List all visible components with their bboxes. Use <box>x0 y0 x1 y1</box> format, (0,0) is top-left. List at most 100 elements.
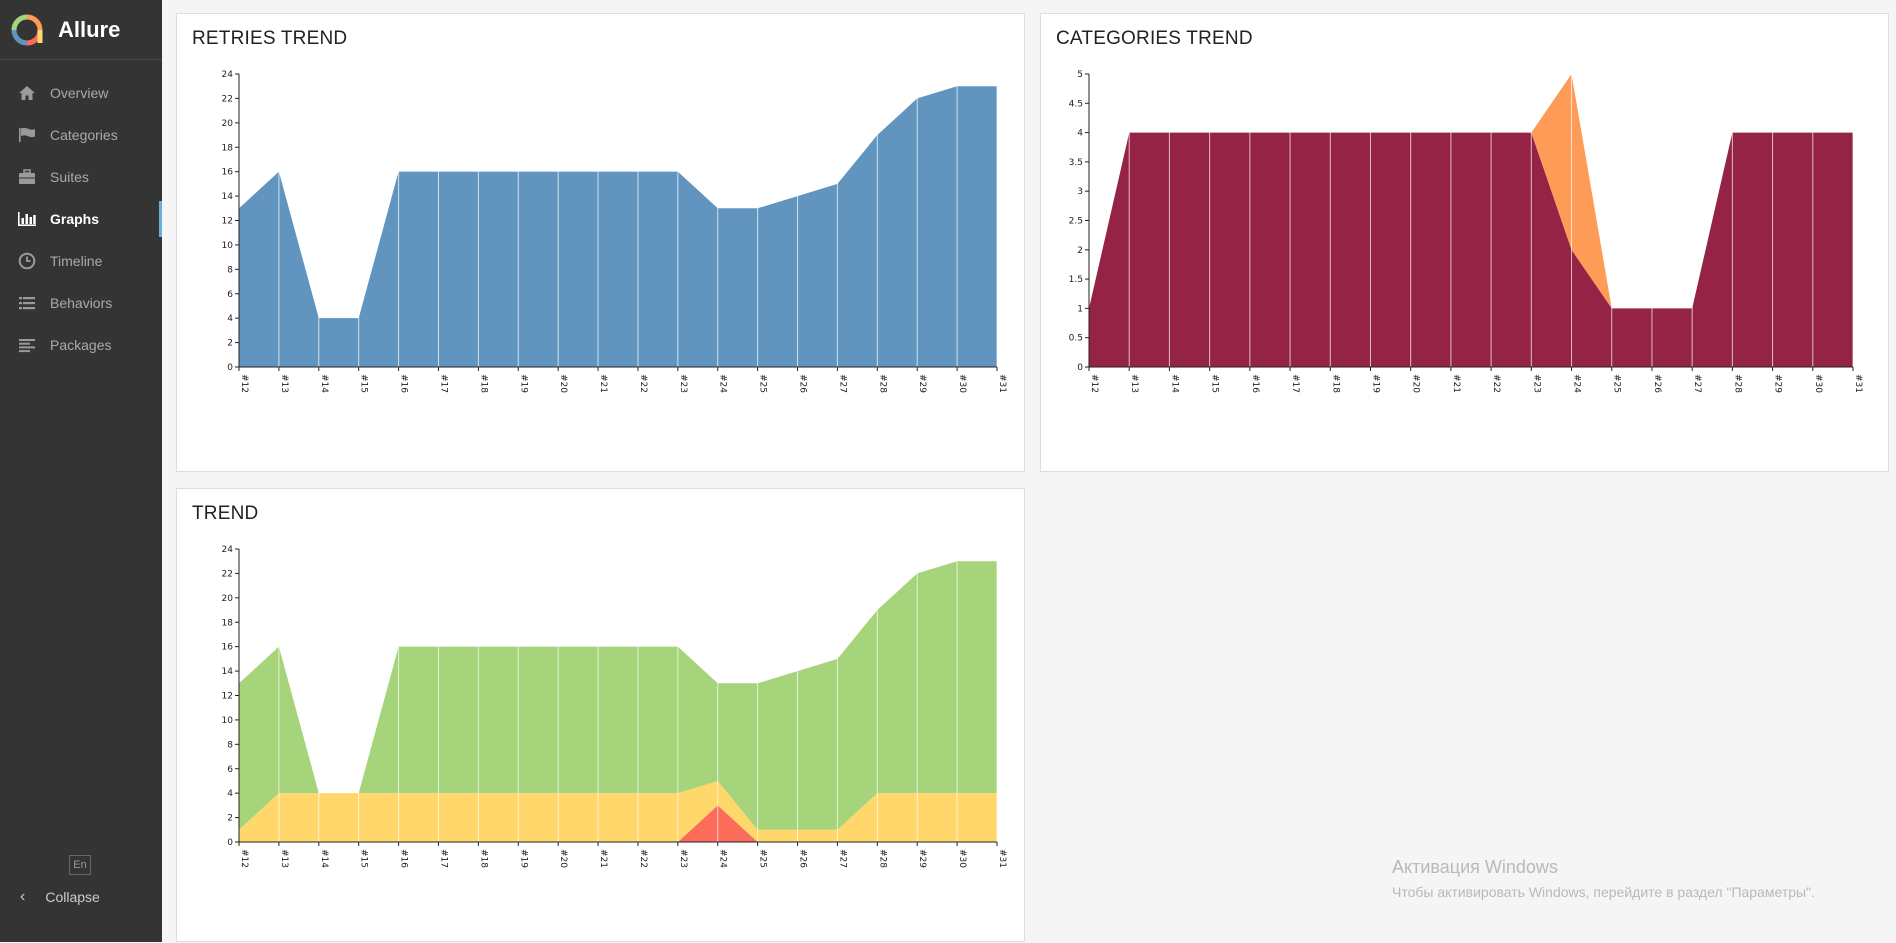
x-tick-label: #31 <box>997 374 1007 393</box>
sidebar-item-graphs[interactable]: Graphs <box>0 198 162 240</box>
x-tick-label: #16 <box>399 374 409 393</box>
home-icon <box>16 84 38 102</box>
sidebar-item-label: Graphs <box>50 211 100 227</box>
allure-logo-icon <box>11 14 43 45</box>
sidebar-item-label: Categories <box>50 127 118 143</box>
x-tick-label: #20 <box>558 849 568 868</box>
x-tick-label: #21 <box>598 374 608 393</box>
y-tick-label: 4 <box>227 314 233 324</box>
y-tick-label: 22 <box>222 94 233 104</box>
x-tick-label: #25 <box>1612 374 1622 393</box>
x-tick-label: #26 <box>798 374 808 393</box>
sidebar-item-packages[interactable]: Packages <box>0 324 162 366</box>
x-tick-label: #13 <box>279 374 289 393</box>
x-tick-label: #14 <box>1169 374 1179 393</box>
sidebar-item-label: Timeline <box>50 253 103 269</box>
y-tick-label: 6 <box>227 290 233 300</box>
y-tick-label: 4 <box>227 789 233 799</box>
y-tick-label: 22 <box>222 569 233 579</box>
categories-trend-chart: 0 0.5 1 1.5 2 2.5 3 3.5 4 4.5 5 #12 #13 #14 #15 #16 #17 #… <box>1069 70 1863 393</box>
y-tick-label: 18 <box>222 143 234 153</box>
y-tick-label: 3 <box>1077 187 1083 197</box>
x-tick-label: #17 <box>1290 374 1300 393</box>
x-tick-label: #14 <box>319 374 329 393</box>
x-tick-label: #21 <box>598 849 608 868</box>
x-tick-label: #13 <box>1129 374 1139 393</box>
x-tick-label: #12 <box>239 849 249 868</box>
x-tick-label: #20 <box>1411 374 1421 393</box>
x-tick-label: #12 <box>239 374 249 393</box>
x-tick-label: #16 <box>399 849 409 868</box>
trend-widget: TREND 0 2 4 6 8 10 12 14 16 18 20 22 24 #12 #13 #14 #15 #… <box>176 488 1025 942</box>
sidebar-item-behaviors[interactable]: Behaviors <box>0 282 162 324</box>
retries-trend-widget: RETRIES TREND 0 2 4 6 8 10 12 14 16 18 20 22 24 #12 #1… <box>176 13 1025 472</box>
sidebar-item-suites[interactable]: Suites <box>0 156 162 198</box>
y-tick-label: 14 <box>222 192 234 202</box>
y-tick-label: 10 <box>222 716 234 726</box>
sidebar-item-categories[interactable]: Categories <box>0 114 162 156</box>
y-tick-label: 20 <box>222 119 234 129</box>
sidebar-nav: Overview Categories Suites Graphs Timeli… <box>0 72 162 366</box>
series-area-0 <box>239 86 997 367</box>
y-tick-label: 4.5 <box>1069 99 1083 109</box>
y-tick-label: 2.5 <box>1069 217 1083 227</box>
x-tick-label: #19 <box>518 374 528 393</box>
y-tick-label: 12 <box>222 217 233 227</box>
list-icon <box>16 294 38 312</box>
y-tick-label: 6 <box>227 765 233 775</box>
y-tick-label: 4 <box>1077 129 1083 139</box>
windows-activation-watermark: Активация Windows Чтобы активировать Win… <box>1392 857 1815 900</box>
y-tick-label: 1.5 <box>1069 275 1083 285</box>
y-tick-label: 0.5 <box>1069 334 1083 344</box>
y-tick-label: 2 <box>227 339 233 349</box>
x-tick-label: #18 <box>478 374 488 393</box>
x-tick-label: #23 <box>678 849 688 868</box>
x-tick-label: #20 <box>558 374 568 393</box>
x-tick-label: #16 <box>1250 374 1260 393</box>
align-left-icon <box>16 336 38 354</box>
x-tick-label: #22 <box>1491 374 1501 393</box>
series-area-1 <box>239 780 997 842</box>
y-tick-label: 24 <box>222 545 234 555</box>
y-tick-label: 8 <box>227 265 233 275</box>
x-tick-label: #27 <box>837 374 847 393</box>
x-tick-label: #28 <box>1732 374 1742 393</box>
y-tick-label: 12 <box>222 692 233 702</box>
x-tick-label: #29 <box>917 374 927 393</box>
sidebar: Allure Overview Categories Suites Graphs <box>0 0 162 942</box>
x-tick-label: #15 <box>1210 374 1220 393</box>
clock-icon <box>16 252 38 270</box>
sidebar-item-overview[interactable]: Overview <box>0 72 162 114</box>
y-tick-label: 2 <box>227 814 233 824</box>
collapse-button[interactable]: ‹ Collapse <box>20 888 100 906</box>
y-tick-label: 10 <box>222 241 234 251</box>
x-tick-label: #22 <box>638 374 648 393</box>
app-name: Allure <box>58 16 121 42</box>
x-tick-label: #30 <box>957 374 967 393</box>
x-tick-label: #30 <box>957 849 967 868</box>
sidebar-item-label: Packages <box>50 337 112 353</box>
briefcase-icon <box>16 168 38 186</box>
brand[interactable]: Allure <box>0 0 162 60</box>
x-tick-label: #31 <box>1853 374 1863 393</box>
x-tick-label: #18 <box>1330 374 1340 393</box>
sidebar-item-timeline[interactable]: Timeline <box>0 240 162 282</box>
y-tick-label: 18 <box>222 618 234 628</box>
x-tick-label: #12 <box>1089 374 1099 393</box>
y-tick-label: 16 <box>222 168 234 178</box>
y-tick-label: 5 <box>1077 70 1083 80</box>
x-tick-label: #19 <box>518 849 528 868</box>
y-tick-label: 24 <box>222 70 234 80</box>
series-area-0 <box>1089 132 1853 367</box>
widget-title: CATEGORIES TREND <box>1056 28 1253 49</box>
watermark-title: Активация Windows <box>1392 857 1558 877</box>
x-tick-label: #17 <box>438 849 448 868</box>
y-tick-label: 0 <box>227 363 233 373</box>
widget-title: RETRIES TREND <box>192 28 348 49</box>
language-switch[interactable]: En <box>69 855 91 875</box>
chevron-left-icon: ‹ <box>20 888 26 905</box>
y-tick-label: 8 <box>227 740 233 750</box>
y-tick-label: 16 <box>222 643 234 653</box>
x-tick-label: #23 <box>1531 374 1541 393</box>
sidebar-item-label: Overview <box>50 85 109 101</box>
